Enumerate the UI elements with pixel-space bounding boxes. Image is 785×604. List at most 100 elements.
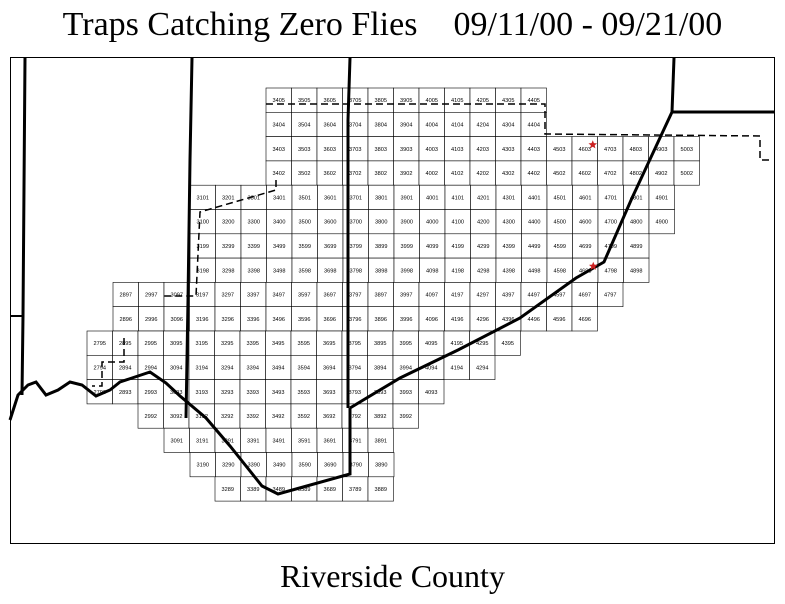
grid-cell <box>316 379 343 405</box>
grid-cell <box>189 282 216 307</box>
grid-cell <box>546 184 573 210</box>
trap-label: 3396 <box>247 317 259 323</box>
trap-label: 4405 <box>528 98 540 104</box>
trap-label: 2994 <box>145 365 157 371</box>
county-line-north <box>266 103 772 161</box>
trap-label: 3604 <box>324 122 336 128</box>
grid-cell <box>444 282 471 307</box>
grid-cell <box>367 136 394 162</box>
trap-label: 5002 <box>681 171 693 177</box>
grid-cell <box>470 233 497 259</box>
grid-cell <box>265 306 292 332</box>
grid-cell <box>112 282 139 307</box>
trap-label: 4797 <box>604 293 616 299</box>
trap-label: 4803 <box>630 147 642 153</box>
grid-cell <box>597 136 624 162</box>
trap-label: 4099 <box>426 244 438 250</box>
trap-label: 4702 <box>604 171 616 177</box>
trap-label: 4202 <box>477 171 489 177</box>
trap-label: 3594 <box>298 365 310 371</box>
grid-cell <box>368 257 395 283</box>
trap-label: 3403 <box>273 147 285 153</box>
trap-label: 3296 <box>222 317 234 323</box>
grid-cell <box>215 257 242 283</box>
trap-label: 4299 <box>477 244 489 250</box>
trap-label: 4402 <box>528 171 540 177</box>
trap-label: 3502 <box>298 171 310 177</box>
trap-label: 3897 <box>375 293 387 299</box>
grid-cell <box>521 209 548 235</box>
grid-cell <box>392 330 419 356</box>
grid-cell <box>444 209 471 235</box>
grid-cell <box>367 160 394 186</box>
trap-label: 3794 <box>349 365 361 371</box>
trap-label: 3596 <box>298 317 310 323</box>
trap-label: 3292 <box>221 414 233 420</box>
trap-label: 3399 <box>248 244 260 250</box>
trap-label: 3401 <box>273 195 285 201</box>
trap-label: 3802 <box>375 171 387 177</box>
trap-label: 2997 <box>145 293 157 299</box>
trap-label: 3091 <box>171 438 183 444</box>
trap-label: 3796 <box>349 317 361 323</box>
trap-label: 3195 <box>196 341 208 347</box>
road-west-north <box>184 57 194 419</box>
trap-label: 4603 <box>579 147 591 153</box>
trap-label: 4200 <box>477 220 489 226</box>
trap-label: 4304 <box>502 122 514 128</box>
grid-cell <box>112 354 139 380</box>
trap-label: 4105 <box>451 98 463 104</box>
trap-label: 3790 <box>350 463 362 469</box>
grid-cell <box>188 330 215 356</box>
grid-cell <box>265 379 292 405</box>
trap-label: 4596 <box>553 317 565 323</box>
grid-cell <box>215 184 242 210</box>
grid-cell <box>240 257 267 283</box>
trap-label: 2995 <box>145 341 157 347</box>
trap-label: 4205 <box>477 98 489 104</box>
grid-cell <box>520 87 547 113</box>
grid-cell <box>418 87 445 113</box>
trap-label: 2996 <box>145 317 157 323</box>
trap-label: 3493 <box>272 390 284 396</box>
grid-cell <box>342 427 369 453</box>
trap-label: 2992 <box>145 414 157 420</box>
trap-label: 3404 <box>273 122 285 128</box>
grid-cell <box>342 87 369 113</box>
trap-label: 4899 <box>630 244 642 250</box>
grid-cell <box>137 330 164 356</box>
trap-label: 4701 <box>605 195 617 201</box>
grid-cell <box>86 330 113 356</box>
trap-label: 3398 <box>248 268 260 274</box>
trap-label: 3390 <box>248 463 260 469</box>
grid-cell <box>495 136 522 162</box>
trap-label: 4101 <box>452 195 464 201</box>
grid-cell <box>316 306 343 332</box>
grid-cell <box>444 87 471 113</box>
trap-label: 3593 <box>298 390 310 396</box>
grid-cell <box>392 379 419 405</box>
trap-label: 3891 <box>375 438 387 444</box>
trap-label: 3690 <box>324 463 336 469</box>
trap-label: 4397 <box>502 293 514 299</box>
grid-cell <box>571 282 598 307</box>
trap-label: 3793 <box>349 390 361 396</box>
grid-cell <box>265 112 292 137</box>
road-west <box>8 370 352 496</box>
trap-label: 3894 <box>374 365 386 371</box>
grid-cell <box>367 330 394 356</box>
trap-label: 4398 <box>503 268 515 274</box>
trap-label: 3496 <box>273 317 285 323</box>
trap-label: 3489 <box>273 487 285 493</box>
grid-cell <box>215 209 242 235</box>
trap-label: 3491 <box>273 438 285 444</box>
grid-cell <box>342 476 369 502</box>
grid-cell <box>291 112 318 137</box>
date-range: 09/11/00 - 09/21/00 <box>453 6 723 43</box>
trap-label: 4802 <box>630 171 642 177</box>
trap-label: 3701 <box>350 195 362 201</box>
grid-cell <box>112 306 139 332</box>
trap-label: 4901 <box>656 195 668 201</box>
grid-cell <box>188 354 215 380</box>
grid-cell <box>316 160 343 186</box>
